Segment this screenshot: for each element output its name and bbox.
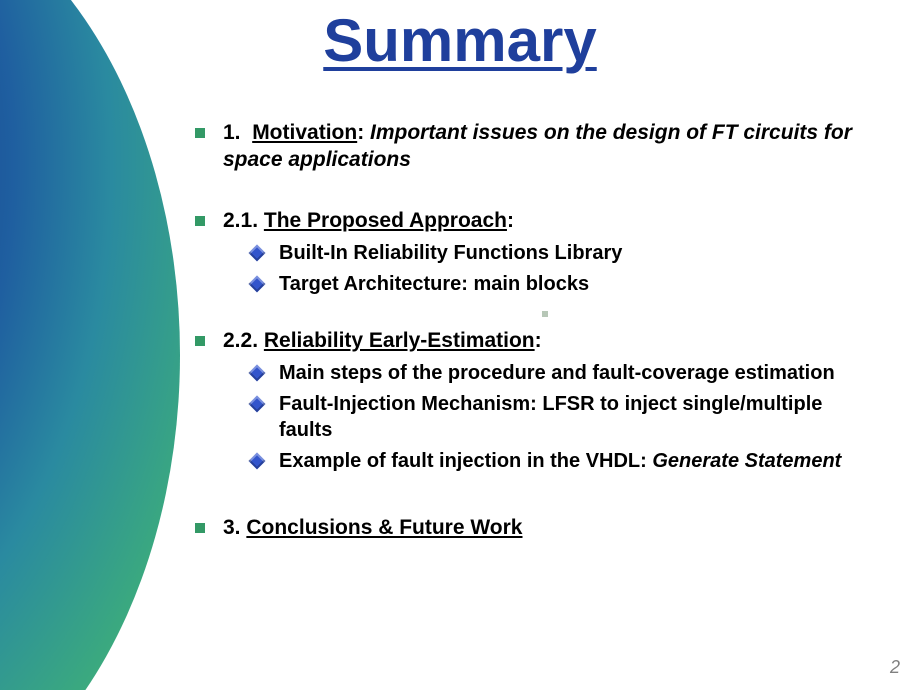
sub-list: Main steps of the procedure and fault-co… <box>251 361 895 475</box>
decorative-arc <box>0 0 180 690</box>
sub-text: Target Architecture: main blocks <box>279 272 589 298</box>
bullet-sep: : <box>535 329 542 352</box>
diamond-bullet-icon <box>249 244 266 261</box>
bullet-item: 3. Conclusions & Future Work <box>195 515 895 542</box>
bullet-heading: Conclusions & Future Work <box>246 516 522 539</box>
sub-list: Built-In Reliability Functions Library T… <box>251 241 895 298</box>
diamond-bullet-icon <box>249 276 266 293</box>
square-bullet-icon <box>195 216 205 226</box>
square-bullet-icon <box>195 523 205 533</box>
sub-text-italic: Generate Statement <box>652 450 841 472</box>
bullet-text: 2.1. The Proposed Approach: <box>223 208 514 235</box>
sub-item: Fault-Injection Mechanism: LFSR to injec… <box>251 392 895 443</box>
bullet-number: 2.1. <box>223 209 258 232</box>
page-number: 2 <box>890 657 900 678</box>
bullet-item: 2.2. Reliability Early-Estimation: <box>195 328 895 355</box>
bullet-sep: : <box>357 121 370 144</box>
bullet-text: 1. Motivation: Important issues on the d… <box>223 120 895 174</box>
sub-text: Example of fault injection in the VHDL: … <box>279 449 841 475</box>
bullet-heading: The Proposed Approach <box>264 209 507 232</box>
diamond-bullet-icon <box>249 396 266 413</box>
bullet-heading: Reliability Early-Estimation <box>264 329 535 352</box>
content-area: 1. Motivation: Important issues on the d… <box>195 120 895 542</box>
sub-text: Fault-Injection Mechanism: LFSR to injec… <box>279 392 849 443</box>
bullet-item: 2.1. The Proposed Approach: <box>195 208 895 235</box>
bullet-number: 1. <box>223 121 241 144</box>
sub-item: Built-In Reliability Functions Library <box>251 241 895 267</box>
bullet-text: 3. Conclusions & Future Work <box>223 515 523 542</box>
sub-text: Main steps of the procedure and fault-co… <box>279 361 835 387</box>
bullet-number: 3. <box>223 516 241 539</box>
sub-text: Built-In Reliability Functions Library <box>279 241 622 267</box>
slide-title: Summary <box>0 6 920 75</box>
bullet-number: 2.2. <box>223 329 258 352</box>
tiny-square-icon <box>542 311 548 317</box>
square-bullet-icon <box>195 128 205 138</box>
tiny-marker-row <box>195 304 895 322</box>
sub-text-prefix: Example of fault injection in the VHDL: <box>279 450 652 472</box>
bullet-sep: : <box>507 209 514 232</box>
slide-title-text: Summary <box>323 7 596 74</box>
sub-item: Main steps of the procedure and fault-co… <box>251 361 895 387</box>
bullet-text: 2.2. Reliability Early-Estimation: <box>223 328 542 355</box>
square-bullet-icon <box>195 336 205 346</box>
diamond-bullet-icon <box>249 364 266 381</box>
bullet-item: 1. Motivation: Important issues on the d… <box>195 120 895 174</box>
slide: Summary 1. Motivation: Important issues … <box>0 0 920 690</box>
sub-item: Example of fault injection in the VHDL: … <box>251 449 895 475</box>
bullet-heading: Motivation <box>252 121 357 144</box>
diamond-bullet-icon <box>249 453 266 470</box>
sub-item: Target Architecture: main blocks <box>251 272 895 298</box>
